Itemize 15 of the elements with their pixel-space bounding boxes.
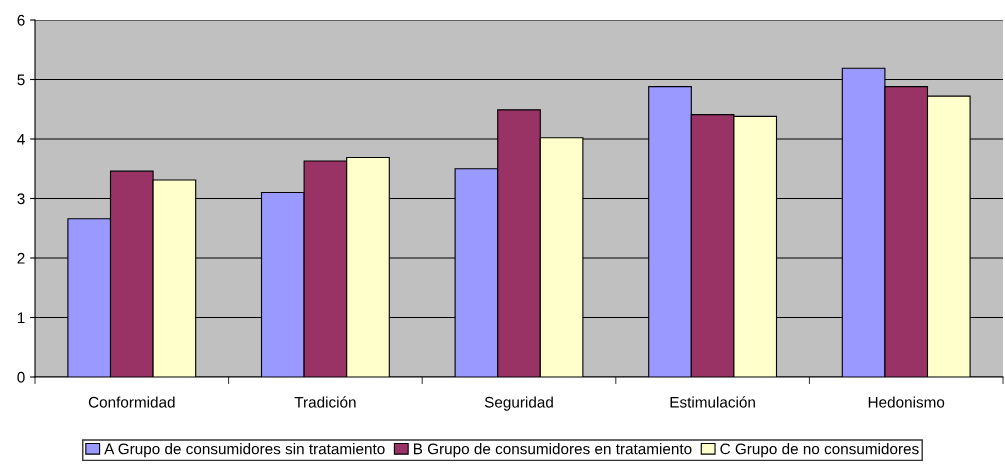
y-tick-label: 6 [17, 14, 25, 26]
y-tick-label: 1 [17, 312, 25, 324]
y-tick-label: 5 [17, 74, 25, 86]
y-tick-label: 2 [17, 252, 25, 264]
x-tick-label: Tradición [294, 396, 356, 408]
x-tick-label: Estimulación [670, 396, 755, 408]
y-tick-label: 4 [17, 134, 25, 145]
y-tick-label: 0 [17, 371, 25, 383]
legend-label: B Grupo de consumidores en tratamiento [413, 443, 692, 458]
y-tick-label: 3 [17, 193, 25, 205]
x-tick-label: Conformidad [88, 396, 175, 408]
x-tick-label: Seguridad [484, 396, 553, 411]
x-tick-label: Hedonismo [868, 396, 945, 408]
legend-label: A Grupo de consumidores sin tratamiento [104, 443, 385, 458]
legend-label: C Grupo de no consumidores [720, 443, 919, 458]
